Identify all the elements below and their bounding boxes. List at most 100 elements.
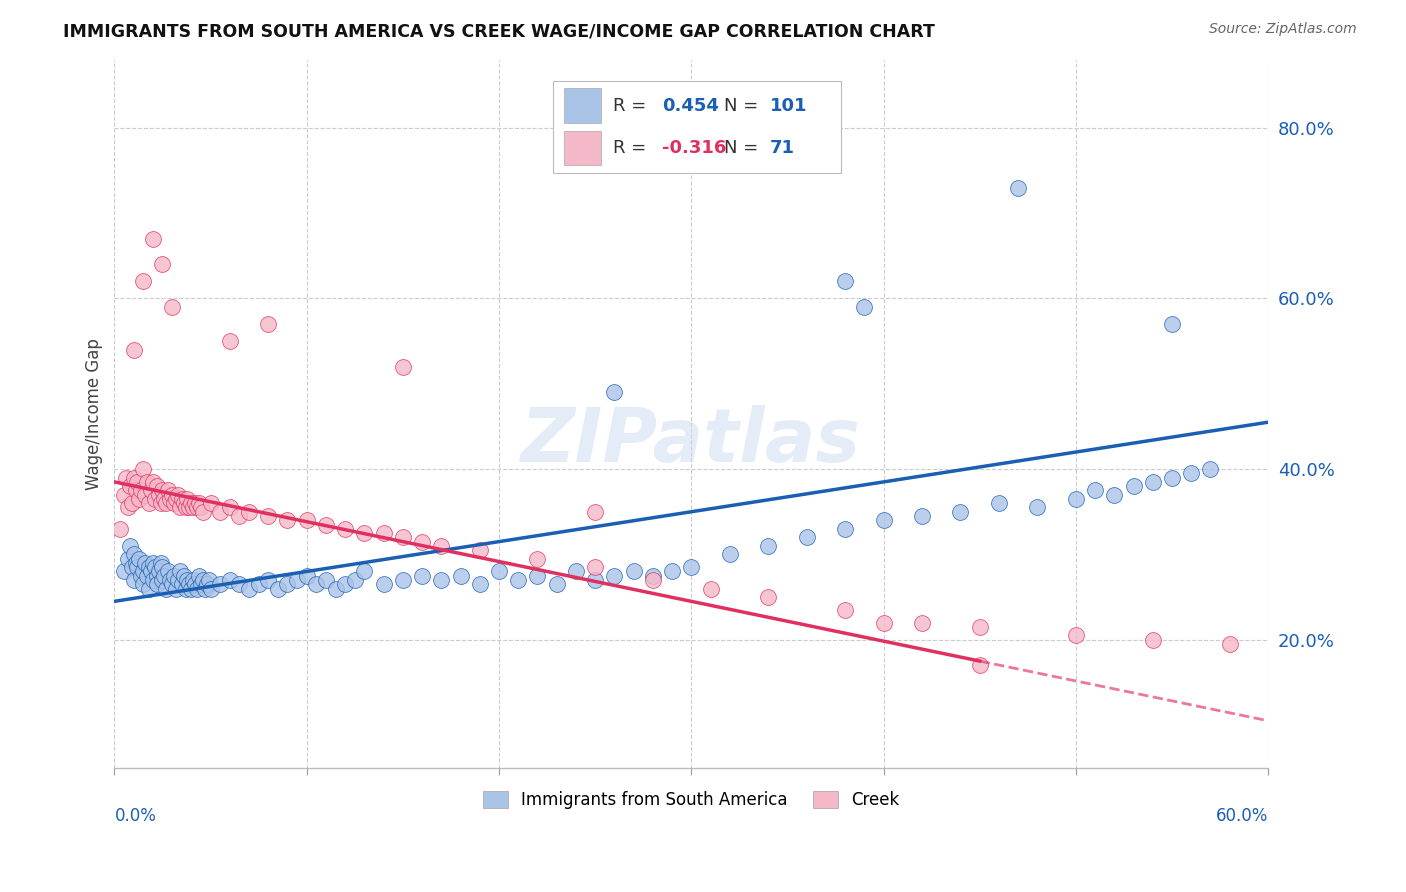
Point	[157, 483, 180, 498]
Point	[155, 582, 177, 596]
Point	[138, 496, 160, 510]
Point	[257, 573, 280, 587]
Point	[159, 491, 181, 506]
Point	[373, 577, 395, 591]
Point	[191, 505, 214, 519]
Point	[392, 573, 415, 587]
Point	[565, 565, 588, 579]
Text: 71: 71	[769, 139, 794, 157]
Point	[143, 560, 166, 574]
Point	[174, 582, 197, 596]
Point	[430, 573, 453, 587]
Point	[131, 568, 153, 582]
Point	[1180, 467, 1202, 481]
Point	[186, 500, 208, 515]
Point	[181, 573, 204, 587]
Point	[1199, 462, 1222, 476]
Point	[163, 568, 186, 582]
Point	[238, 582, 260, 596]
Point	[149, 496, 172, 510]
Point	[209, 505, 232, 519]
Point	[159, 573, 181, 587]
Text: R =: R =	[613, 139, 652, 157]
Point	[138, 560, 160, 574]
Point	[276, 513, 298, 527]
Point	[180, 496, 202, 510]
Point	[987, 496, 1010, 510]
Point	[305, 577, 328, 591]
Point	[756, 590, 779, 604]
Point	[180, 582, 202, 596]
Point	[132, 274, 155, 288]
Point	[468, 577, 491, 591]
Point	[142, 573, 165, 587]
Point	[127, 475, 149, 489]
Text: N =: N =	[724, 96, 763, 115]
Point	[373, 526, 395, 541]
Point	[148, 565, 170, 579]
Point	[276, 577, 298, 591]
Point	[108, 522, 131, 536]
Point	[508, 573, 530, 587]
Point	[200, 496, 222, 510]
Point	[247, 577, 270, 591]
Point	[228, 577, 250, 591]
Point	[353, 526, 375, 541]
Point	[143, 491, 166, 506]
Point	[153, 491, 176, 506]
Point	[194, 582, 217, 596]
Point	[128, 491, 150, 506]
Point	[174, 500, 197, 515]
Point	[167, 488, 190, 502]
Point	[179, 577, 201, 591]
Point	[142, 475, 165, 489]
Point	[197, 573, 219, 587]
Point	[526, 551, 548, 566]
Point	[145, 479, 167, 493]
Text: Source: ZipAtlas.com: Source: ZipAtlas.com	[1209, 22, 1357, 37]
Point	[623, 565, 645, 579]
Point	[911, 615, 934, 630]
Point	[170, 491, 193, 506]
Point	[124, 556, 146, 570]
Point	[145, 568, 167, 582]
Point	[1064, 628, 1087, 642]
Point	[112, 565, 135, 579]
Point	[969, 620, 991, 634]
Point	[392, 530, 415, 544]
Point	[583, 505, 606, 519]
Point	[121, 496, 143, 510]
Point	[853, 300, 876, 314]
Point	[173, 568, 195, 582]
FancyBboxPatch shape	[564, 131, 602, 165]
Point	[176, 573, 198, 587]
Point	[295, 568, 318, 582]
Point	[134, 488, 156, 502]
Point	[148, 488, 170, 502]
Point	[186, 582, 208, 596]
Point	[190, 577, 212, 591]
Text: 101: 101	[769, 96, 807, 115]
Point	[121, 560, 143, 574]
Point	[117, 551, 139, 566]
Point	[132, 565, 155, 579]
Point	[124, 483, 146, 498]
Point	[325, 582, 347, 596]
Point	[181, 500, 204, 515]
FancyBboxPatch shape	[553, 81, 841, 173]
Point	[195, 577, 218, 591]
Point	[132, 577, 155, 591]
Point	[257, 509, 280, 524]
Text: 0.0%: 0.0%	[114, 806, 156, 824]
Point	[118, 479, 141, 493]
Point	[343, 573, 366, 587]
Point	[526, 568, 548, 582]
Point	[131, 483, 153, 498]
Point	[136, 475, 159, 489]
Point	[170, 577, 193, 591]
Point	[122, 548, 145, 562]
Point	[152, 573, 174, 587]
Point	[756, 539, 779, 553]
Point	[128, 551, 150, 566]
Point	[138, 582, 160, 596]
